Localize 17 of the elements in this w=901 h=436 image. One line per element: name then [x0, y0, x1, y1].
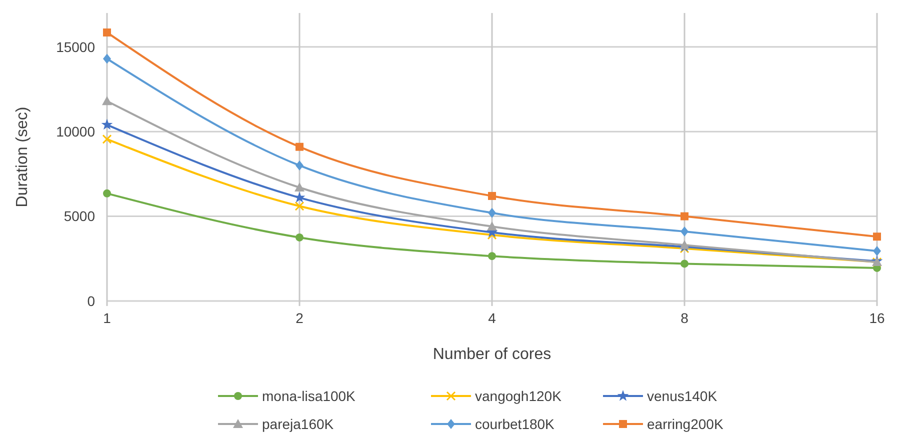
legend-label: pareja160K	[262, 416, 334, 432]
y-tick-label: 0	[87, 292, 96, 309]
x-tick-label: 8	[680, 310, 689, 326]
legend-label: venus140K	[647, 388, 718, 404]
x-tick-label: 2	[296, 310, 304, 326]
legend-label: mona-lisa100K	[262, 388, 356, 404]
y-axis-title: Duration (sec)	[14, 106, 31, 208]
y-tick-label: 5000	[64, 208, 96, 224]
legend-label: courbet180K	[475, 416, 556, 432]
x-axis-title: Number of cores	[432, 346, 552, 363]
x-tick-label: 1	[103, 310, 112, 326]
y-tick-label: 15000	[56, 38, 96, 55]
x-tick-label: 4	[488, 310, 496, 326]
y-tick-label: 10000	[56, 123, 96, 140]
x-tick-label: 16	[869, 310, 885, 326]
legend-label: earring200K	[647, 416, 724, 432]
legend-label: vangogh120K	[475, 388, 562, 404]
